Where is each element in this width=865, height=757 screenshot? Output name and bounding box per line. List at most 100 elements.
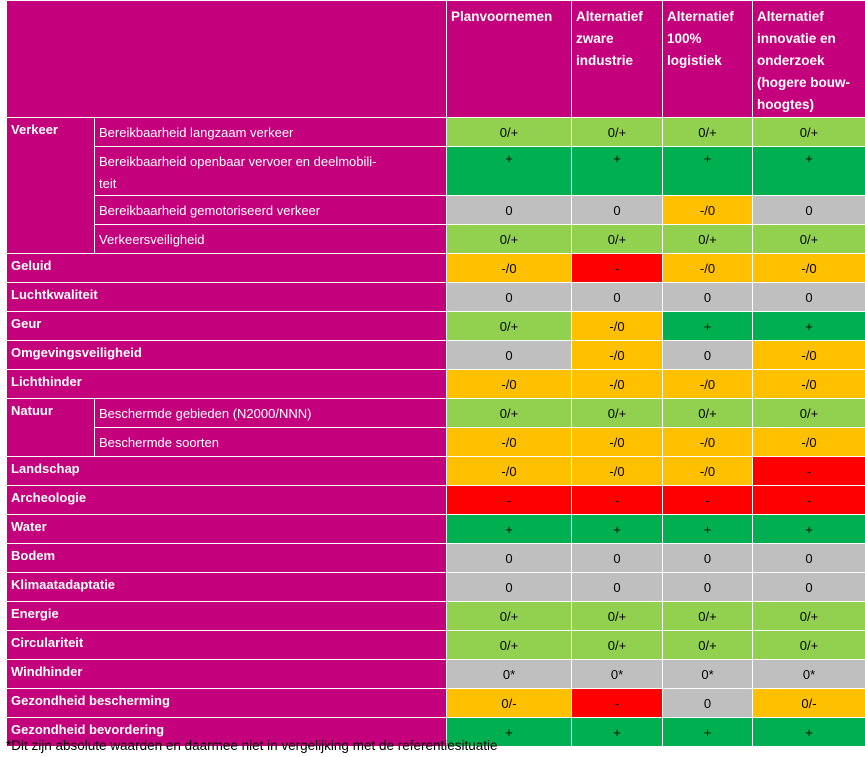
table-row: Bereikbaarheid gemotoriseerd verkeer 0 0 -/…	[7, 195, 865, 225]
table-row: Landschap -/0 -/0 -/0-	[6, 456, 865, 486]
category-cell: Geluid	[6, 253, 447, 283]
score-cell: 0/+	[571, 117, 663, 147]
score-cell: 0	[446, 195, 572, 225]
table-body: Verkeer Bereikbaarheid langzaam verkeer 0/…	[6, 117, 865, 747]
category-cell: Omgevingsveiligheid	[6, 340, 447, 370]
score-cell: 0	[571, 282, 663, 312]
score-cell: 0/+	[571, 601, 663, 631]
score-cell: -/0	[446, 427, 572, 457]
score-cell: -	[571, 688, 663, 718]
table-row: Gezondheid bevordering + + + +	[6, 717, 865, 747]
score-cell: +	[571, 146, 663, 196]
category-cell: Water	[6, 514, 447, 544]
score-cell: -/0	[571, 427, 663, 457]
score-cell: +	[571, 514, 663, 544]
header-line: Planvoornemen	[451, 9, 553, 24]
score-cell: 0/+	[571, 224, 663, 254]
score-cell: 0*	[446, 659, 572, 689]
header-line: innovatie en	[757, 31, 836, 46]
table-row: Archeologie - - - -	[6, 485, 865, 515]
score-cell: 0	[662, 572, 753, 602]
score-cell: +	[752, 146, 865, 196]
table-row: Beschermde soorten -/0 -/0 -/0 -/0	[7, 427, 865, 457]
score-cell: -/0	[571, 340, 663, 370]
table-row: Klimaatadaptatie 0 0 0 0	[6, 572, 865, 602]
score-cell: 0	[446, 282, 572, 312]
header-line: 100%	[667, 31, 702, 46]
table-row: Verkeer Bereikbaarheid langzaam verkeer 0/…	[6, 117, 865, 254]
header-blank-cell	[6, 0, 447, 118]
score-cell: 0/+	[446, 398, 572, 428]
score-cell: +	[662, 514, 753, 544]
score-cell: 0/+	[571, 630, 663, 660]
subcategory-cell: Bereikbaarheid langzaam verkeer	[94, 117, 447, 147]
table-row: Verkeersveiligheid 0/+ 0/+ 0/+ 0/+	[7, 224, 865, 254]
score-cell: -/0	[752, 340, 865, 370]
table-row: Bereikbaarheid openbaar vervoer en deelm…	[7, 146, 865, 196]
score-cell: 0	[662, 543, 753, 573]
score-cell: 0/+	[662, 398, 753, 428]
score-cell: 0	[752, 282, 865, 312]
score-cell: -/0	[446, 369, 572, 399]
subcategory-cell: Beschermde gebieden (N2000/NNN)	[94, 398, 447, 428]
score-cell: 0/+	[752, 117, 865, 147]
assessment-table: Planvoornemen Alternatief zware industrie …	[6, 0, 865, 747]
table-row: Energie 0/+ 0/+ 0/+ 0/+	[6, 601, 865, 631]
header-planvoornemen: Planvoornemen	[446, 0, 572, 118]
score-cell: -/0	[752, 369, 865, 399]
score-cell: 0/+	[446, 630, 572, 660]
score-cell: -/0	[446, 456, 572, 486]
score-cell: 0	[446, 340, 572, 370]
score-cell: 0/+	[662, 224, 753, 254]
header-line: (hogere bouw-	[757, 75, 850, 90]
score-cell: 0/+	[446, 601, 572, 631]
score-cell: -/0	[662, 427, 753, 457]
header-alternatief-100-logistiek: Alternatief 100% logistiek	[662, 0, 753, 118]
category-cell: Natuur	[6, 398, 95, 457]
score-cell: +	[446, 514, 572, 544]
header-line: hoogtes)	[757, 97, 814, 112]
subcategory-cell: Beschermde soorten	[94, 427, 447, 457]
header-row: Planvoornemen Alternatief zware industrie …	[6, 0, 865, 118]
score-cell: -/0	[571, 456, 663, 486]
category-cell: Circulariteit	[6, 630, 447, 660]
score-cell: -	[752, 485, 865, 515]
subcategory-cell: Bereikbaarheid gemotoriseerd verkeer	[94, 195, 447, 225]
score-cell: 0	[752, 195, 865, 225]
score-cell: 0/+	[752, 601, 865, 631]
header-line: Alternatief	[757, 9, 824, 24]
score-cell: -/0	[662, 253, 753, 283]
score-cell: -	[571, 253, 663, 283]
score-cell: 0	[662, 282, 753, 312]
score-cell: 0	[571, 543, 663, 573]
subcategory-line: Bereikbaarheid openbaar vervoer en deelm…	[99, 154, 377, 169]
score-cell: 0/+	[662, 601, 753, 631]
category-cell: Verkeer	[6, 117, 95, 254]
footnote: *Dit zijn absolute waarden en daarmee ni…	[6, 738, 498, 753]
table-row: Natuur Beschermde gebieden (N2000/NNN) 0/+…	[6, 398, 865, 457]
score-cell: 0/+	[446, 224, 572, 254]
table-row: Water + + + +	[6, 514, 865, 544]
score-cell: -	[446, 485, 572, 515]
score-cell: 0	[752, 543, 865, 573]
category-cell: Gezondheid bescherming	[6, 688, 447, 718]
score-cell: 0	[571, 195, 663, 225]
score-cell: 0*	[571, 659, 663, 689]
score-cell: 0/+	[446, 117, 572, 147]
table-row: Lichthinder -/0 -/0 -/0 -/0	[6, 369, 865, 399]
score-cell: -/0	[752, 427, 865, 457]
score-cell: 0	[662, 340, 753, 370]
category-cell: Windhinder	[6, 659, 447, 689]
score-cell: 0*	[662, 659, 753, 689]
score-cell: 0*	[752, 659, 865, 689]
header-line: onderzoek	[757, 53, 825, 68]
table-row: Omgevingsveiligheid 0 -/0 0 -/0	[6, 340, 865, 370]
score-cell: -/0	[446, 253, 572, 283]
score-cell: 0/+	[752, 224, 865, 254]
table-row: Circulariteit 0/+ 0/+ 0/+ 0/+	[6, 630, 865, 660]
subcategory-cell: Verkeersveiligheid	[94, 224, 447, 254]
score-cell: -/0	[571, 369, 663, 399]
score-cell: +	[571, 717, 663, 747]
category-cell: Geur	[6, 311, 447, 341]
score-cell: 0/+	[662, 630, 753, 660]
